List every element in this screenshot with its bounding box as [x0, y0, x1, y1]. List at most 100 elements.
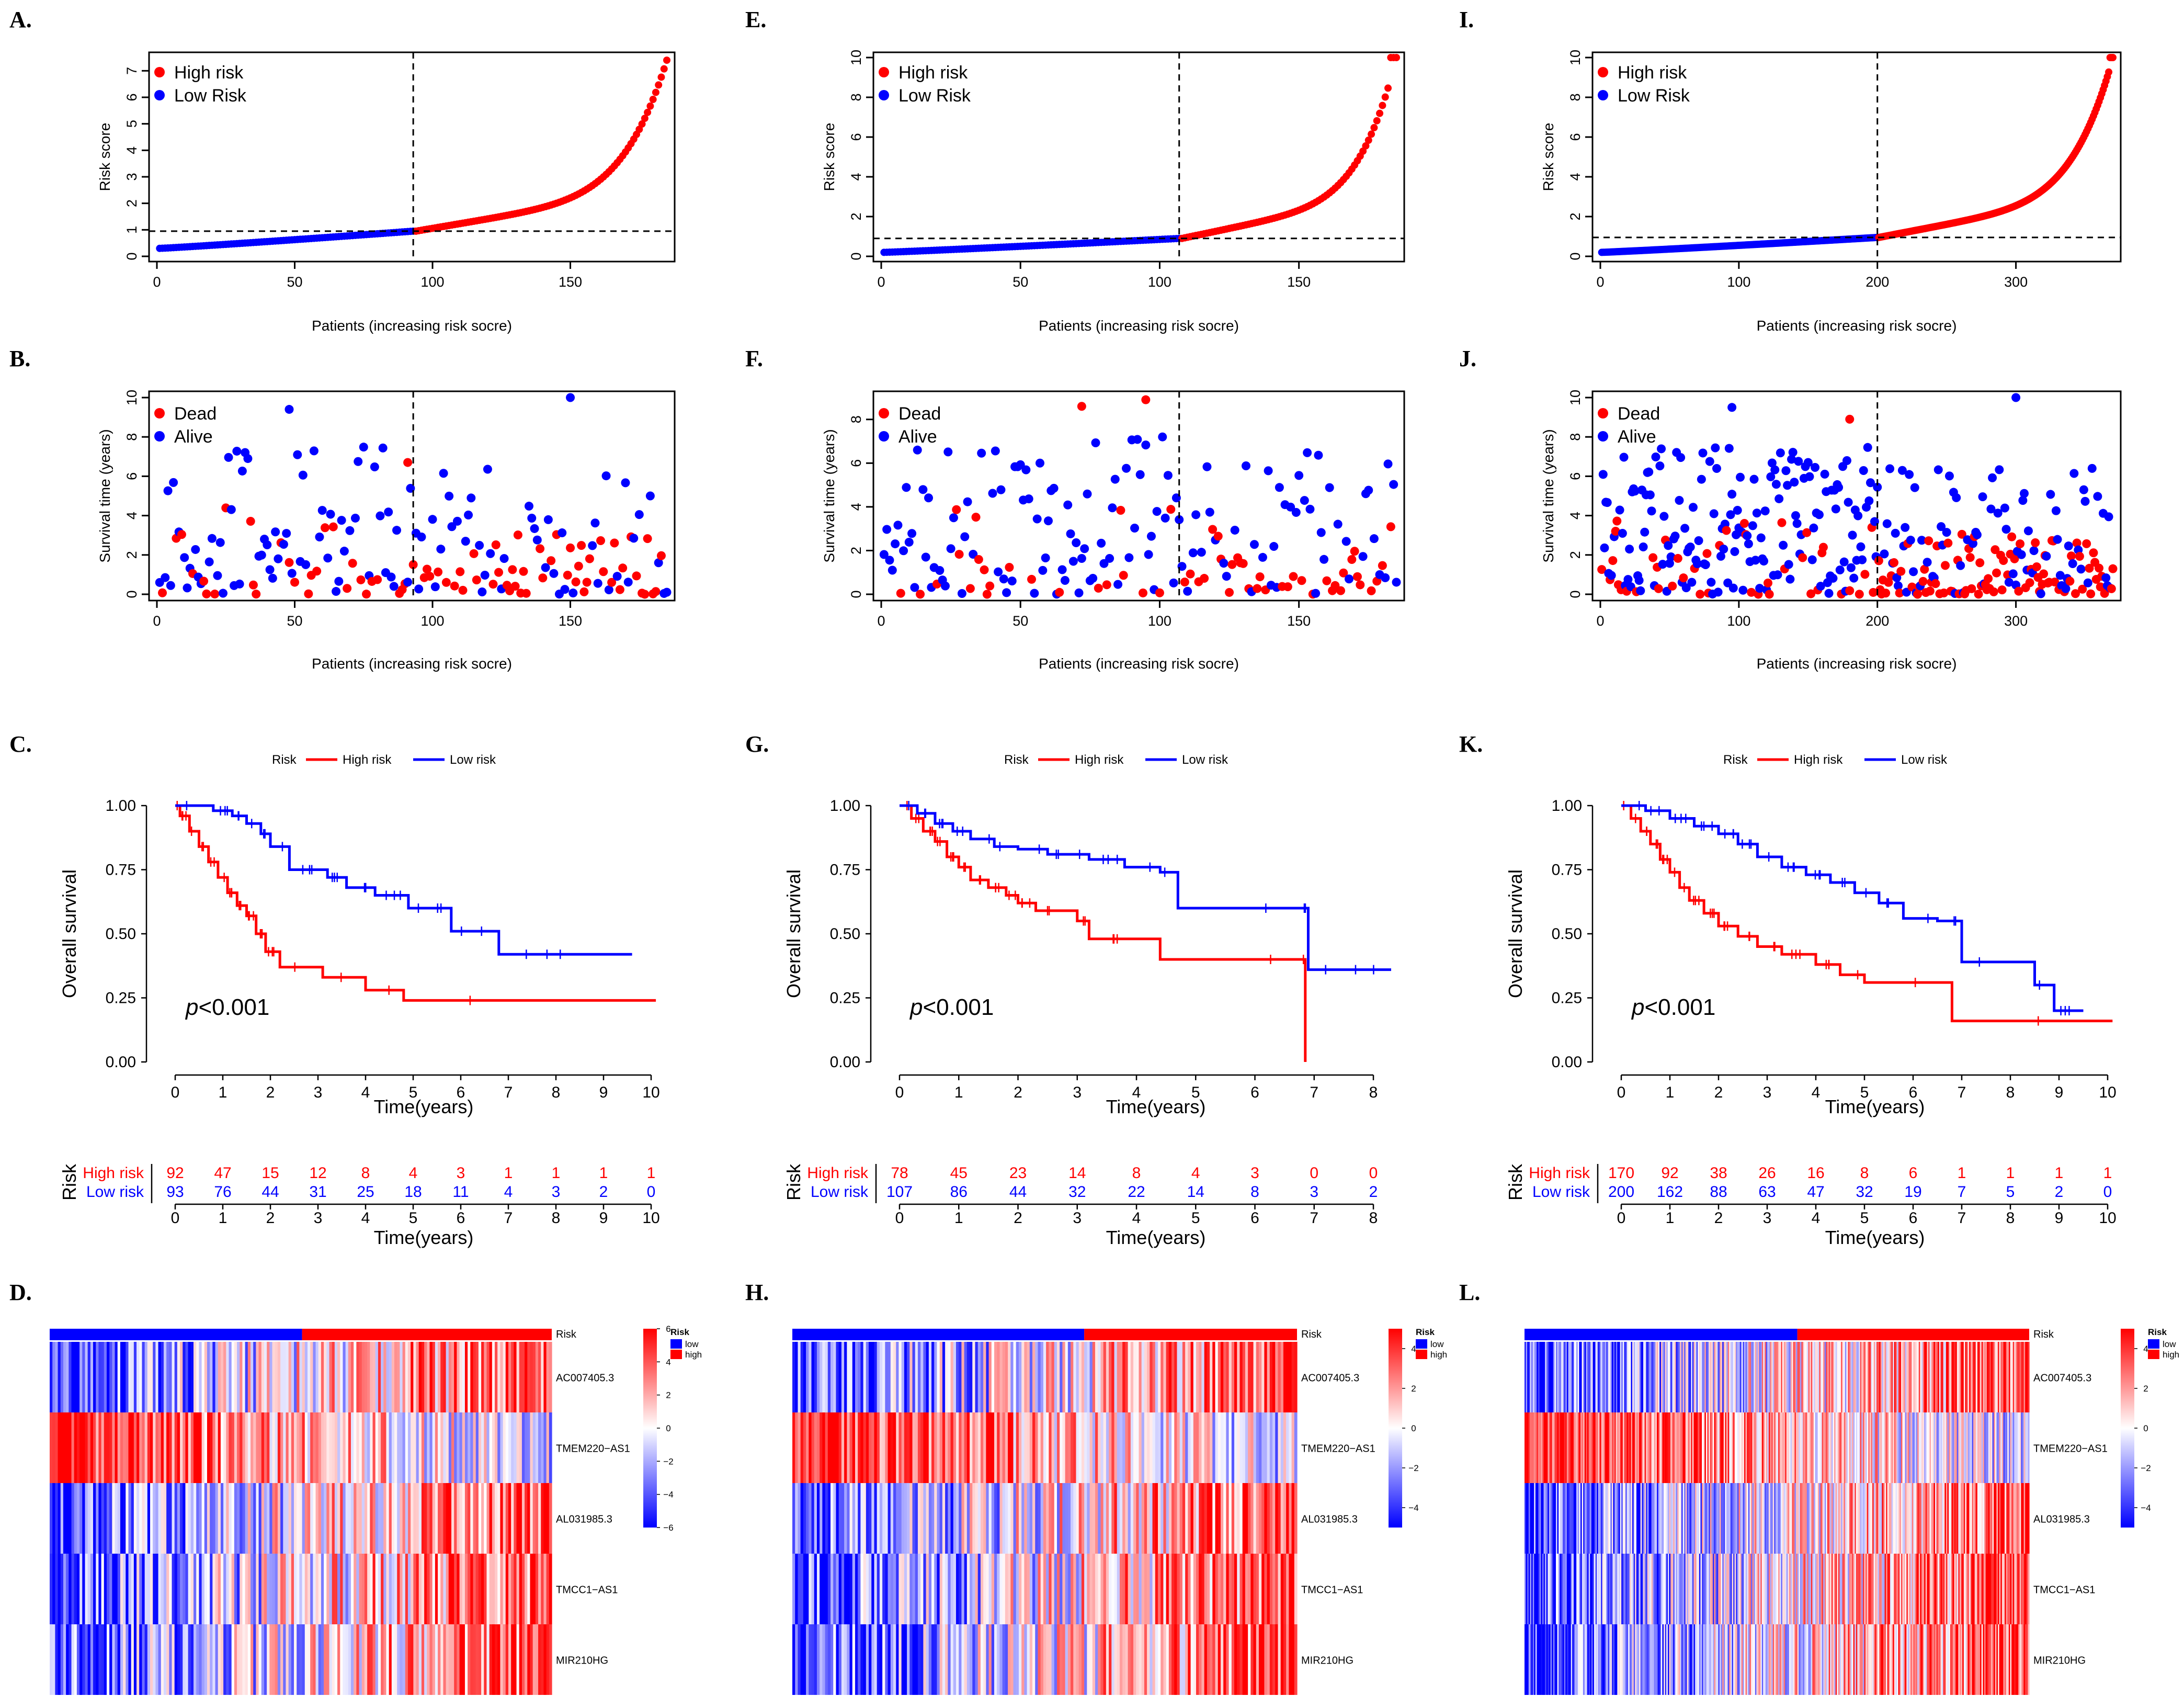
heatmap-cell: [226, 1412, 230, 1483]
heatmap-cell: [541, 1483, 544, 1554]
heatmap-cell: [1828, 1412, 1830, 1483]
heatmap-cell: [1122, 1412, 1125, 1483]
heatmap-cell: [177, 1624, 180, 1695]
heatmap-cell: [1139, 1554, 1142, 1624]
heatmap-cell: [1775, 1342, 1778, 1412]
heatmap-cell: [76, 1483, 80, 1554]
alive-point: [439, 469, 448, 478]
heatmap-cell: [1973, 1342, 1975, 1412]
heatmap-cell: [1559, 1412, 1561, 1483]
heatmap-cell: [400, 1342, 403, 1412]
heatmap-cell: [1029, 1342, 1033, 1412]
heatmap-cell: [1239, 1554, 1243, 1624]
dead-point: [304, 589, 313, 598]
dead-point: [607, 578, 617, 587]
alive-point: [1828, 573, 1838, 583]
heatmap-cell: [972, 1342, 976, 1412]
heatmap-cell: [1207, 1624, 1210, 1695]
heatmap-cell: [833, 1554, 837, 1624]
heatmap-cell: [204, 1412, 208, 1483]
heatmap-cell: [133, 1554, 137, 1624]
heatmap-cell: [511, 1483, 514, 1554]
x-tick-label: 8: [2006, 1084, 2015, 1101]
heatmap-cell: [123, 1483, 126, 1554]
heatmap-cell: [196, 1412, 200, 1483]
heatmap-cell: [1737, 1483, 1739, 1554]
heatmap-cell: [798, 1412, 801, 1483]
heatmap-cell: [1150, 1554, 1153, 1624]
heatmap-cell: [800, 1483, 804, 1554]
heatmap-cell: [394, 1624, 397, 1695]
heatmap-cell: [1628, 1412, 1630, 1483]
alive-point: [1063, 500, 1073, 510]
x-tick-label: 5: [1191, 1084, 1200, 1101]
heatmap-cell: [1842, 1342, 1844, 1412]
alive-point: [943, 447, 953, 457]
heatmap-cell: [1182, 1342, 1186, 1412]
heatmap-cell: [1743, 1412, 1745, 1483]
p-value-text: <0.001: [198, 994, 269, 1020]
heatmap-cell: [247, 1554, 251, 1624]
heatmap-cell: [166, 1483, 169, 1554]
alive-point: [2018, 496, 2028, 505]
heatmap-cell: [1543, 1342, 1545, 1412]
heatmap-cell: [389, 1554, 392, 1624]
dead-point: [1253, 584, 1262, 593]
heatmap-cell: [1530, 1342, 1532, 1412]
risk-x-tick-label: 4: [361, 1209, 370, 1227]
heatmap-cell: [1049, 1412, 1052, 1483]
heatmap-cell: [337, 1342, 340, 1412]
heatmap-cell: [833, 1342, 837, 1412]
gene-label: AC007405.3: [1301, 1373, 1359, 1384]
heatmap-cell: [1568, 1342, 1570, 1412]
heatmap-cell: [215, 1342, 219, 1412]
heatmap-cell: [1139, 1483, 1142, 1554]
heatmap-cell: [915, 1412, 918, 1483]
heatmap-cell: [505, 1412, 509, 1483]
heatmap-cell: [1147, 1624, 1150, 1695]
heatmap-cell: [161, 1624, 164, 1695]
heatmap-cell: [505, 1624, 509, 1695]
alive-point: [1755, 584, 1765, 593]
risk-point: [1381, 93, 1389, 101]
heatmap-cell: [896, 1412, 900, 1483]
heatmap-cell: [836, 1554, 839, 1624]
heatmap-cell: [174, 1412, 178, 1483]
heatmap-cell: [1065, 1412, 1068, 1483]
heatmap-cell: [223, 1412, 226, 1483]
heatmap-cell: [1245, 1342, 1248, 1412]
dead-point: [643, 534, 652, 544]
heatmap-cell: [394, 1412, 397, 1483]
heatmap-cell: [1220, 1342, 1224, 1412]
heatmap-cell: [1040, 1483, 1044, 1554]
heatmap-cell: [1144, 1342, 1147, 1412]
heatmap-cell: [1283, 1483, 1287, 1554]
heatmap-cell: [1732, 1412, 1734, 1483]
heatmap-cell: [806, 1624, 809, 1695]
heatmap-cell: [1687, 1412, 1689, 1483]
heatmap-cell: [1196, 1342, 1199, 1412]
heatmap-cell: [923, 1412, 927, 1483]
heatmap-cell: [1989, 1342, 1992, 1412]
heatmap-cell: [451, 1412, 454, 1483]
heatmap-cell: [1035, 1624, 1039, 1695]
heatmap-cell: [1736, 1342, 1738, 1412]
heatmap-cell: [2007, 1342, 2009, 1412]
heatmap-cell: [1594, 1342, 1596, 1412]
heatmap-cell: [1231, 1554, 1235, 1624]
heatmap-cell: [446, 1412, 449, 1483]
heatmap-cell: [1966, 1412, 1969, 1483]
heatmap-cell: [356, 1554, 360, 1624]
heatmap-cell: [866, 1624, 869, 1695]
dead-point: [982, 590, 992, 599]
heatmap-cell: [310, 1554, 313, 1624]
heatmap-cell: [1929, 1412, 1931, 1483]
heatmap-cell: [242, 1342, 246, 1412]
dead-point: [1155, 588, 1164, 597]
heatmap-cell: [394, 1554, 397, 1624]
y-tick-label: 0: [1567, 590, 1583, 598]
heatmap-cell: [324, 1483, 327, 1554]
heatmap-cell: [1969, 1342, 1971, 1412]
heatmap-cell: [825, 1412, 828, 1483]
heatmap-cell: [1583, 1342, 1585, 1412]
